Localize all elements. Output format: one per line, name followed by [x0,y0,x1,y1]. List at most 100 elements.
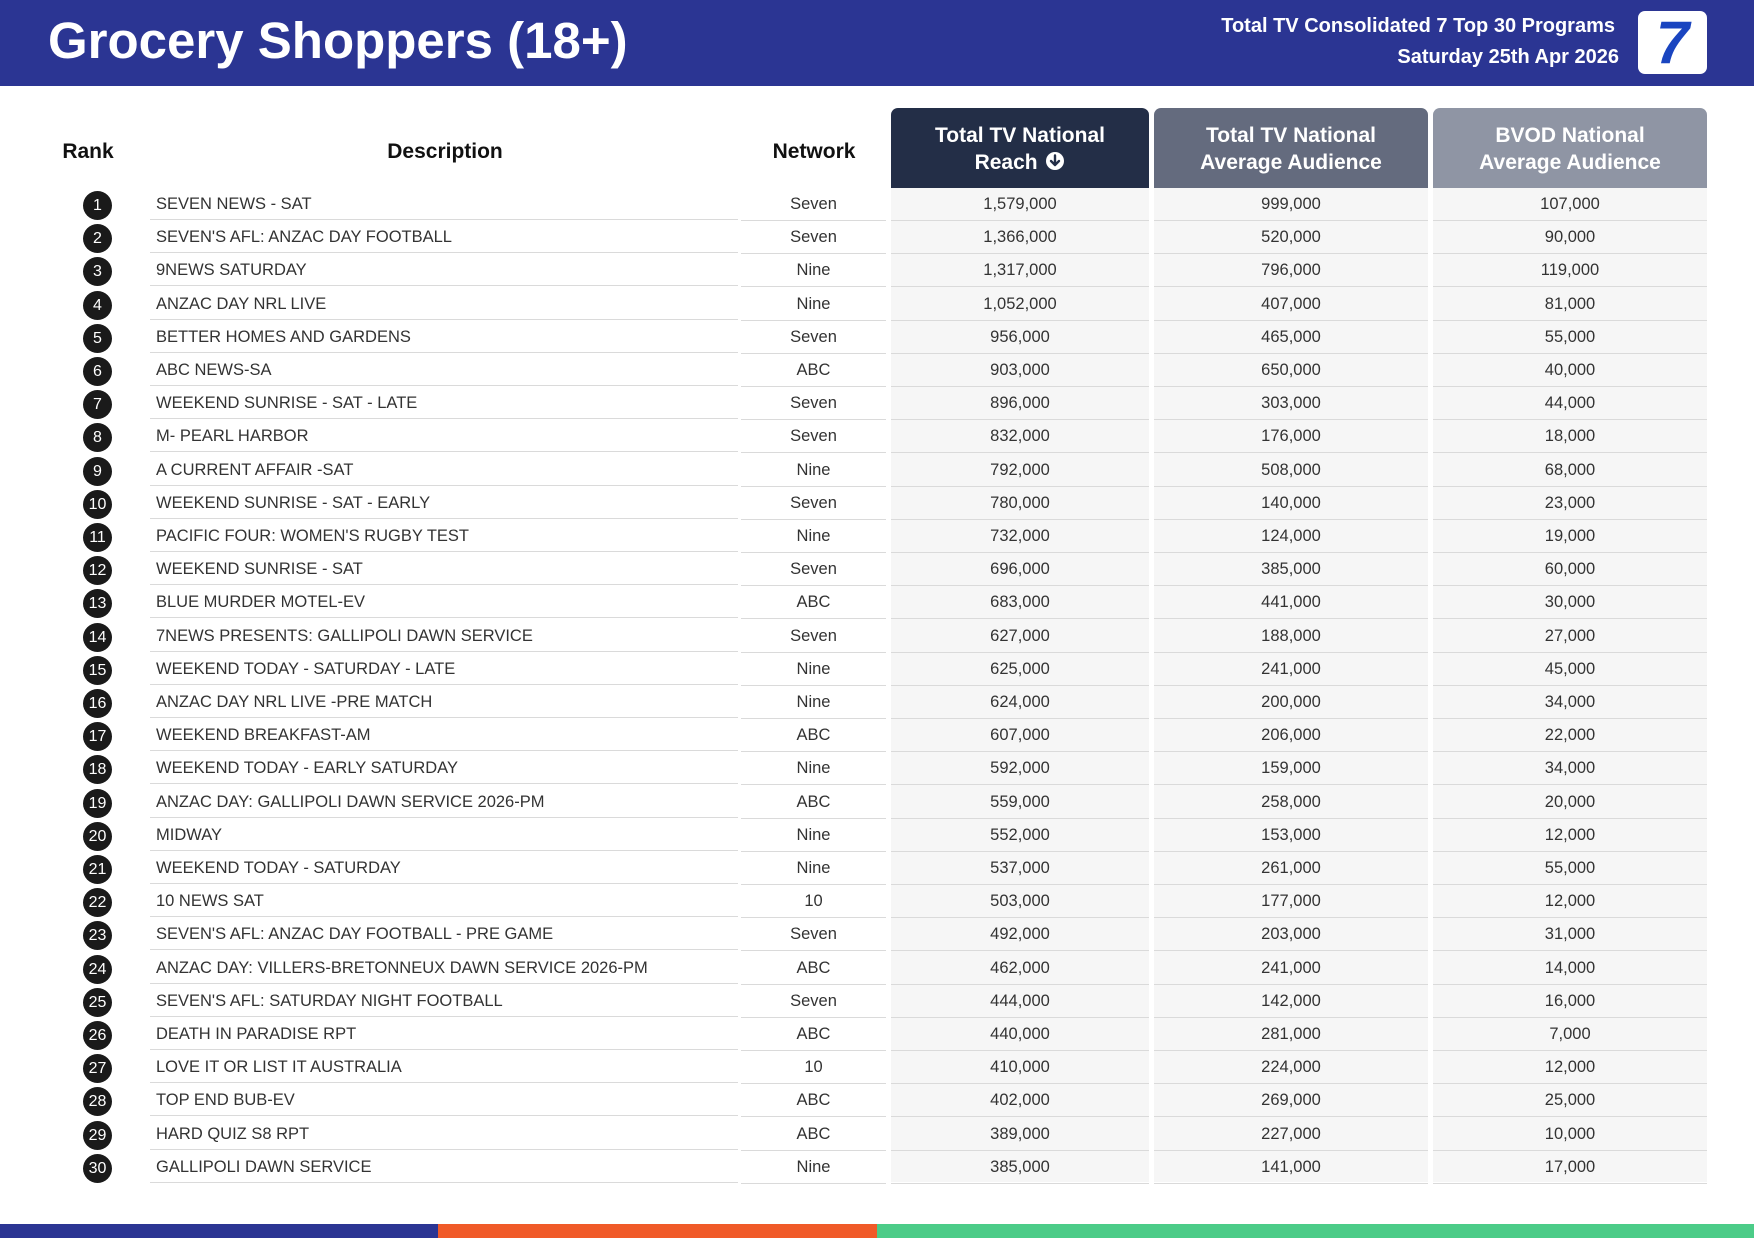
table-row[interactable]: 24 ANZAC DAY: VILLERS-BRETONNEUX DAWN SER… [0,952,1754,985]
footer-bar-orange [438,1224,877,1238]
program-description: LOVE IT OR LIST IT AUSTRALIA [150,1051,738,1084]
table-row[interactable]: 1 SEVEN NEWS - SAT Seven 1,579,000 999,000 10… [0,188,1754,221]
reach-cell: 780,000 [891,487,1149,520]
table-row[interactable]: 12 WEEKEND SUNRISE - SAT Seven 696,000 385,0… [0,553,1754,587]
table-row[interactable]: 21 WEEKEND TODAY - SATURDAY Nine 537,000 261… [0,852,1754,885]
avg-audience-cell: 241,000 [1154,952,1428,985]
avg-audience-cell: 269,000 [1154,1084,1428,1118]
avg-audience-cell: 224,000 [1154,1051,1428,1085]
reach-cell: 444,000 [891,985,1149,1018]
table-row[interactable]: 7 WEEKEND SUNRISE - SAT - LATE Seven 896,00… [0,387,1754,421]
rank-badge: 25 [83,987,112,1017]
sort-descending-icon[interactable] [1045,151,1065,171]
table-row[interactable]: 13 BLUE MURDER MOTEL-EV ABC 683,000 441,000 3… [0,586,1754,620]
avg-column-header[interactable]: Total TV National Average Audience [1154,108,1428,188]
table-row[interactable]: 18 WEEKEND TODAY - EARLY SATURDAY Nine 592,… [0,752,1754,786]
reach-cell: 732,000 [891,520,1149,553]
table-row[interactable]: 6 ABC NEWS-SA ABC 903,000 650,000 40,000 [0,354,1754,387]
page-header: Grocery Shoppers (18+) Total TV Consolid… [0,0,1754,86]
program-description: WEEKEND BREAKFAST-AM [150,719,738,752]
rank-badge: 1 [83,191,112,220]
network-cell: ABC [741,1084,886,1118]
table-row[interactable]: 26 DEATH IN PARADISE RPT ABC 440,000 281,000… [0,1018,1754,1051]
program-description: 7NEWS PRESENTS: GALLIPOLI DAWN SERVICE [150,620,738,652]
program-description: WEEKEND TODAY - EARLY SATURDAY [150,752,738,785]
table-row[interactable]: 28 TOP END BUB-EV ABC 402,000 269,000 25,000 [0,1084,1754,1118]
reach-column-header[interactable]: Total TV National Reach [891,108,1149,188]
rank-badge: 5 [83,323,112,353]
bvod-audience-cell: 34,000 [1433,686,1707,719]
bvod-audience-cell: 119,000 [1433,254,1707,288]
program-description: 9NEWS SATURDAY [150,254,738,287]
table-row[interactable]: 10 WEEKEND SUNRISE - SAT - EARLY Seven 780,… [0,487,1754,520]
avg-audience-cell: 650,000 [1154,354,1428,387]
table-row[interactable]: 2 SEVEN'S AFL: ANZAC DAY FOOTBALL Seven 1,3… [0,221,1754,255]
table-row[interactable]: 14 7NEWS PRESENTS: GALLIPOLI DAWN SERVICE… [0,620,1754,653]
network-cell: ABC [741,952,886,985]
avg-audience-cell: 441,000 [1154,586,1428,620]
table-row[interactable]: 16 ANZAC DAY NRL LIVE -PRE MATCH Nine 624,0… [0,686,1754,719]
program-description: WEEKEND TODAY - SATURDAY - LATE [150,653,738,685]
program-description: GALLIPOLI DAWN SERVICE [150,1151,738,1183]
network-cell: 10 [741,1051,886,1085]
reach-cell: 492,000 [891,918,1149,952]
table-row[interactable]: 9 A CURRENT AFFAIR -SAT Nine 792,000 508,000… [0,454,1754,487]
footer-bar-blue [0,1224,438,1238]
program-description: DEATH IN PARADISE RPT [150,1018,738,1050]
reach-cell: 503,000 [891,885,1149,919]
table-row[interactable]: 30 GALLIPOLI DAWN SERVICE Nine 385,000 141,0… [0,1151,1754,1184]
bvod-header-line2: Average Audience [1479,151,1661,174]
rank-badge: 28 [83,1087,112,1117]
network-cell: Seven [741,188,886,221]
rank-badge: 29 [83,1120,112,1150]
table-row[interactable]: 22 10 NEWS SAT 10 503,000 177,000 12,000 [0,885,1754,919]
program-description: BLUE MURDER MOTEL-EV [150,586,738,619]
table-row[interactable]: 29 HARD QUIZ S8 RPT ABC 389,000 227,000 10,00… [0,1118,1754,1151]
network-cell: Seven [741,321,886,354]
table-row[interactable]: 15 WEEKEND TODAY - SATURDAY - LATE Nine 625… [0,653,1754,686]
table-row[interactable]: 20 MIDWAY Nine 552,000 153,000 12,000 [0,819,1754,852]
program-description: ABC NEWS-SA [150,354,738,386]
reach-cell: 592,000 [891,752,1149,786]
network-cell: Seven [741,620,886,653]
reach-cell: 683,000 [891,586,1149,620]
table-row[interactable]: 4 ANZAC DAY NRL LIVE Nine 1,052,000 407,000 8… [0,288,1754,321]
table-row[interactable]: 3 9NEWS SATURDAY Nine 1,317,000 796,000 119,0… [0,254,1754,288]
network-cell: Nine [741,254,886,288]
rank-badge: 21 [83,855,112,884]
program-description: M- PEARL HARBOR [150,420,738,453]
program-description: TOP END BUB-EV [150,1084,738,1117]
bvod-audience-cell: 17,000 [1433,1151,1707,1184]
bvod-column-header[interactable]: BVOD National Average Audience [1433,108,1707,188]
table-row[interactable]: 27 LOVE IT OR LIST IT AUSTRALIA 10 410,000 2… [0,1051,1754,1085]
program-description: BETTER HOMES AND GARDENS [150,321,738,353]
rank-badge: 19 [83,788,112,818]
rank-badge: 13 [83,589,112,619]
network-cell: Nine [741,819,886,852]
avg-audience-cell: 200,000 [1154,686,1428,719]
bvod-audience-cell: 14,000 [1433,952,1707,985]
avg-audience-cell: 999,000 [1154,188,1428,221]
seven-logo: 7 [1638,11,1707,75]
table-row[interactable]: 25 SEVEN'S AFL: SATURDAY NIGHT FOOTBALL Se… [0,985,1754,1018]
table-row[interactable]: 17 WEEKEND BREAKFAST-AM ABC 607,000 206,000 2… [0,719,1754,753]
network-cell: ABC [741,1018,886,1051]
reach-cell: 389,000 [891,1118,1149,1151]
reach-cell: 792,000 [891,454,1149,487]
table-row[interactable]: 5 BETTER HOMES AND GARDENS Seven 956,000 465… [0,321,1754,354]
reach-cell: 956,000 [891,321,1149,354]
reach-cell: 552,000 [891,819,1149,852]
avg-audience-cell: 206,000 [1154,719,1428,753]
table-row[interactable]: 11 PACIFIC FOUR: WOMEN'S RUGBY TEST Nine 73… [0,520,1754,553]
rank-badge: 30 [83,1153,112,1183]
table-row[interactable]: 19 ANZAC DAY: GALLIPOLI DAWN SERVICE 2026… [0,786,1754,819]
reach-cell: 462,000 [891,952,1149,985]
rank-badge: 16 [83,689,112,718]
table-row[interactable]: 23 SEVEN'S AFL: ANZAC DAY FOOTBALL - PRE … [0,918,1754,952]
bvod-audience-cell: 45,000 [1433,653,1707,686]
network-cell: Nine [741,1151,886,1184]
table-row[interactable]: 8 M- PEARL HARBOR Seven 832,000 176,000 18,00… [0,420,1754,454]
reach-cell: 559,000 [891,786,1149,819]
bvod-header-line1: BVOD National [1495,124,1645,147]
network-cell: ABC [741,354,886,387]
